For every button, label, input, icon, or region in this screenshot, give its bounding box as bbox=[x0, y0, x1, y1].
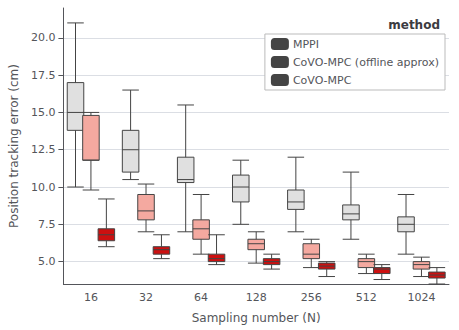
svg-text:15.0: 15.0 bbox=[31, 106, 56, 119]
svg-text:17.5: 17.5 bbox=[31, 69, 56, 82]
svg-text:16: 16 bbox=[84, 291, 98, 304]
svg-text:1024: 1024 bbox=[407, 291, 435, 304]
svg-text:5.0: 5.0 bbox=[38, 255, 56, 268]
svg-text:Sampling number (N): Sampling number (N) bbox=[192, 311, 321, 325]
svg-text:512: 512 bbox=[356, 291, 377, 304]
svg-text:32: 32 bbox=[139, 291, 153, 304]
svg-text:10.0: 10.0 bbox=[31, 181, 56, 194]
svg-text:128: 128 bbox=[246, 291, 267, 304]
svg-text:256: 256 bbox=[301, 291, 322, 304]
svg-text:method: method bbox=[388, 18, 440, 32]
svg-text:MPPI: MPPI bbox=[293, 38, 319, 51]
svg-text:20.0: 20.0 bbox=[31, 31, 56, 44]
svg-text:7.5: 7.5 bbox=[38, 218, 56, 231]
svg-text:64: 64 bbox=[194, 291, 208, 304]
svg-text:CoVO-MPC (offline approx): CoVO-MPC (offline approx) bbox=[293, 56, 439, 69]
svg-text:CoVO-MPC: CoVO-MPC bbox=[293, 74, 352, 87]
svg-text:Position tracking error (cm): Position tracking error (cm) bbox=[7, 64, 21, 228]
svg-text:12.5: 12.5 bbox=[31, 143, 56, 156]
